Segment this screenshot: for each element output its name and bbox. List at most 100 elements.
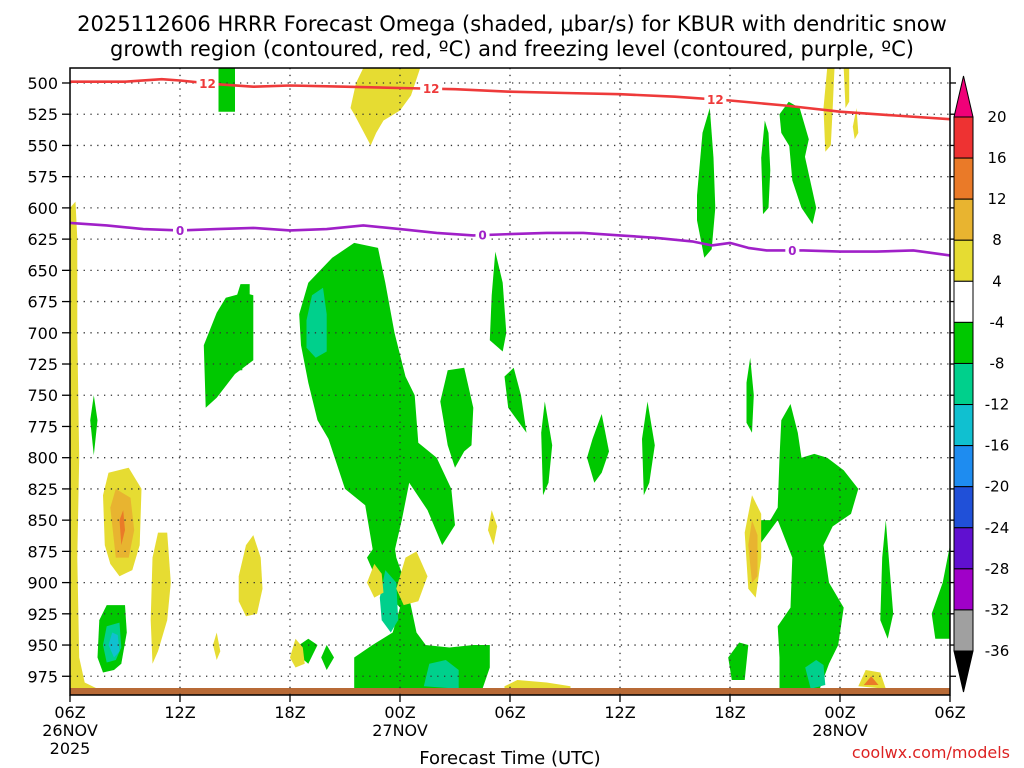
colorbar-swatch <box>953 609 974 652</box>
omega-shaded-region <box>238 535 263 617</box>
colorbar-level-label: -4 <box>990 313 1005 331</box>
contour-label-bg <box>475 227 490 244</box>
omega-shaded-region <box>587 414 609 483</box>
colorbar-swatch <box>953 445 974 488</box>
colorbar-swatch <box>953 404 974 447</box>
omega-shaded-region <box>379 570 399 633</box>
y-tick-label: 850 <box>27 511 58 530</box>
colorbar-swatch <box>953 198 974 241</box>
colorbar-level-label: 12 <box>987 190 1006 208</box>
omega-shaded-region <box>108 632 120 658</box>
colorbar-level-label: 8 <box>992 231 1002 249</box>
colorbar-swatch <box>953 280 974 323</box>
colorbar-swatch <box>953 157 974 200</box>
x-tick-date-label: 26NOV <box>42 721 98 740</box>
colorbar-level-label: 20 <box>987 108 1006 126</box>
y-tick-label: 700 <box>27 324 58 343</box>
omega-shaded-region <box>90 395 98 456</box>
contour-freezing-level-0C <box>70 221 950 257</box>
omega-shaded-region <box>489 251 507 352</box>
colorbar-level-label: 4 <box>992 272 1002 290</box>
contour-dendritic-12C <box>70 77 950 121</box>
colorbar-swatch <box>953 568 974 611</box>
y-tick-label: 525 <box>27 105 58 124</box>
omega-shaded-region <box>396 551 428 606</box>
y-tick-label: 600 <box>27 199 58 218</box>
omega-shaded-region <box>843 68 850 108</box>
chart-title-line-2: growth region (contoured, red, ºC) and f… <box>110 37 914 61</box>
colorbar-level-label: -16 <box>985 437 1010 455</box>
colorbar-level-label: -24 <box>985 519 1010 537</box>
omega-shaded-region <box>290 638 305 668</box>
omega-shaded-region <box>119 510 125 546</box>
omega-shaded-region <box>367 563 384 598</box>
omega-shaded-region <box>488 510 498 546</box>
omega-shaded-region <box>852 108 859 140</box>
omega-shaded-region <box>354 532 490 689</box>
y-tick-label: 675 <box>27 293 58 312</box>
x-tick-label: 18Z <box>714 703 745 722</box>
contour-label: 0 <box>788 244 796 258</box>
omega-shaded-region <box>880 520 894 639</box>
y-tick-label: 900 <box>27 574 58 593</box>
y-tick-label: 975 <box>27 667 58 686</box>
y-tick-label: 550 <box>27 136 58 155</box>
y-tick-label: 875 <box>27 542 58 561</box>
omega-shaded-region <box>931 545 950 639</box>
omega-shaded-region <box>321 645 334 670</box>
omega-shaded-region <box>788 132 817 225</box>
contour-label-bg <box>173 222 187 239</box>
omega-shaded-region <box>504 367 527 433</box>
x-tick-date-label: 27NOV <box>372 721 428 740</box>
colorbar-bottom-triangle <box>953 650 974 693</box>
x-tick-date-label: 28NOV <box>812 721 868 740</box>
omega-shaded-region <box>761 120 771 215</box>
grid-lines <box>70 68 950 695</box>
omega-shaded-region <box>423 660 459 689</box>
omega-shaded-region <box>306 287 327 358</box>
contour-label-bg <box>196 75 219 92</box>
colorbar-swatch <box>953 362 974 406</box>
terrain-bar <box>70 688 950 695</box>
omega-shaded-region <box>863 676 879 685</box>
colorbar-swatch <box>953 321 974 364</box>
x-tick-label: 00Z <box>384 703 415 722</box>
omega-shaded-region <box>748 520 758 583</box>
y-tick-label: 750 <box>27 386 58 405</box>
omega-shaded-region <box>70 201 98 689</box>
x-tick-year-label: 2025 <box>50 739 91 758</box>
colorbar-swatch <box>953 239 974 282</box>
colorbar-level-label: -20 <box>985 478 1010 496</box>
colorbar-level-label: 16 <box>987 149 1006 167</box>
credit-text: coolwx.com/models <box>852 743 1010 762</box>
omega-shaded-region <box>805 660 826 689</box>
omega-shaded-region <box>728 642 749 680</box>
y-tick-label: 650 <box>27 261 58 280</box>
contour-label: 12 <box>707 93 724 107</box>
colorbar-level-label: -12 <box>985 396 1010 414</box>
contour-label-bg <box>785 242 800 259</box>
colorbar-swatch <box>953 116 974 159</box>
omega-shaded-region <box>220 332 243 371</box>
omega-shaded-region <box>504 680 571 689</box>
x-tick-label: 00Z <box>824 703 855 722</box>
colorbar-level-label: -36 <box>985 642 1010 660</box>
x-tick-label: 18Z <box>274 703 305 722</box>
y-tick-label: 775 <box>27 417 58 436</box>
x-tick-label: 06Z <box>54 703 85 722</box>
x-tick-label: 12Z <box>604 703 635 722</box>
y-tick-label: 950 <box>27 636 58 655</box>
omega-shaded-region <box>541 401 553 496</box>
contour-label: 0 <box>478 229 486 243</box>
y-tick-label: 925 <box>27 605 58 624</box>
omega-shaded-region <box>642 401 655 496</box>
colorbar-swatch <box>953 527 974 570</box>
colorbar-level-label: -32 <box>985 601 1010 619</box>
omega-shaded-region <box>213 632 221 660</box>
colorbar-swatch <box>953 486 974 529</box>
x-axis-label: Forecast Time (UTC) <box>419 748 600 768</box>
contour-label-bg <box>704 91 727 108</box>
y-tick-label: 575 <box>27 168 58 187</box>
